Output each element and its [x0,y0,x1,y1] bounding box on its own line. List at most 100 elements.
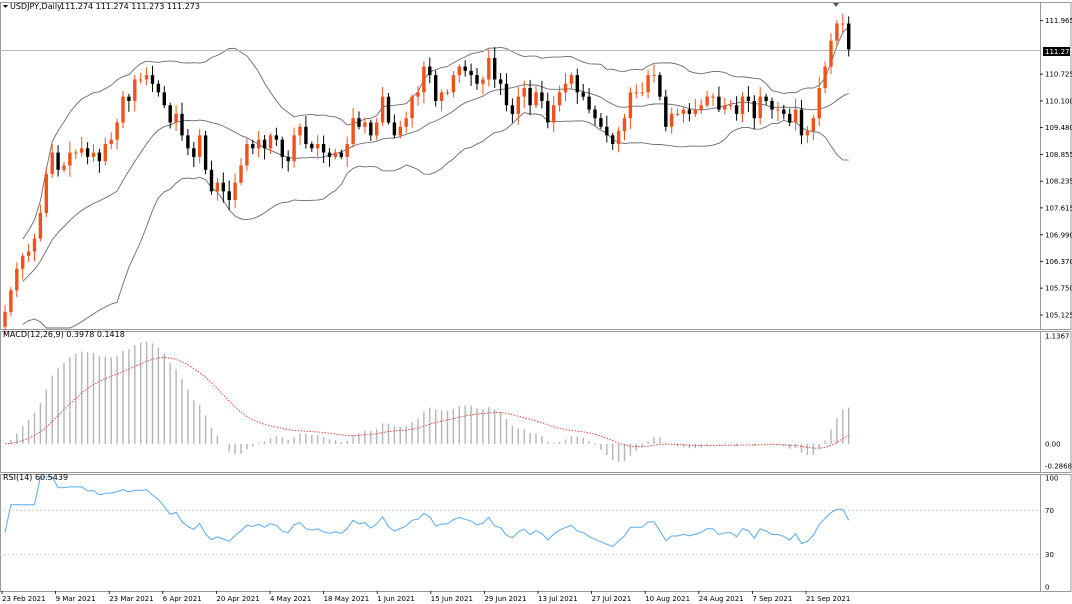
candle-body [605,126,609,136]
ohlc-values: 111.274 111.274 111.273 111.273 [60,2,200,11]
candle-body [729,105,733,107]
candle-body [811,118,815,132]
candle-body [298,126,302,136]
candle-body [776,109,780,111]
candle-body [268,135,273,149]
candle-body [799,109,804,136]
candle-body [764,96,768,101]
date-tick-label: 23 Mar 2021 [109,595,153,603]
candle-body [493,57,497,80]
candle-body [239,165,243,183]
candle-body [209,169,214,192]
rsi-title: RSI(14) 60.5439 [3,473,68,482]
candle-body [835,23,839,41]
price-tick-label: 105.750 [1045,285,1072,293]
candle-body [21,255,25,269]
rsi-line [4,476,850,548]
candle-body [463,66,467,71]
candle-body [227,191,231,200]
candle-body [404,118,408,127]
candle-body [723,105,727,110]
candle-body [752,100,756,119]
candle-body [823,66,827,89]
candle-body [410,96,414,119]
candle-body [192,148,196,157]
candle-body [575,75,579,93]
candle-body [203,135,208,170]
date-tick-label: 21 Sep 2021 [806,595,850,603]
candle-body [734,105,739,114]
candle-body [593,109,597,119]
candle-body [9,290,13,312]
rsi-tick-label: 0 [1045,584,1049,592]
candle-body [640,92,644,94]
candle-body [439,92,444,101]
candle-body [357,118,361,127]
candle-body [522,88,526,97]
panel-frame [0,2,1072,330]
bollinger-upper [22,26,850,240]
candle-body [817,88,821,119]
macd-tick-label: 1.1367 [1045,333,1070,341]
candle-body [26,251,31,256]
candle-body [451,75,456,93]
candle-body [304,126,308,144]
candle-body [670,113,674,127]
candle-body [50,152,54,175]
candle-body [487,57,491,80]
candle-body [286,156,290,162]
candle-body [746,96,751,101]
candle-body [552,105,556,123]
candle-body [139,79,143,81]
shift-marker-icon[interactable] [833,3,839,7]
candle-body [38,212,43,239]
candle-body [280,139,284,157]
candle-body [233,182,237,200]
candle-body [469,70,473,76]
candle-body [274,135,279,140]
candle-body [675,113,680,115]
date-tick-label: 4 May 2021 [270,595,311,603]
macd-title: MACD(12,26,9) 0.3978 0.1418 [3,330,125,339]
candle-body [711,96,715,98]
candle-body [457,66,461,76]
candle-body [109,139,113,144]
candle-body [398,126,402,136]
candle-body [681,109,686,114]
main-title: USDJPY,Daily [10,2,62,11]
price-axes: 111.965 110.725 110.100 109.480 108.855 108.2… [1040,17,1072,592]
candle-body [658,75,662,97]
candle-body [44,174,48,213]
candle-body [351,118,355,144]
macd-tick-label: -0.2868 [1045,463,1072,471]
candle-body [599,118,603,127]
candle-body [221,182,225,192]
date-tick-label: 1 Jun 2021 [377,595,415,603]
candle-body [345,143,349,157]
candle-body [841,23,845,25]
candle-body [569,75,574,84]
candle-body [121,96,125,123]
candle-body [805,131,810,136]
candle-body [310,143,314,149]
panel-frame [0,331,1072,473]
date-tick-label: 13 Jul 2021 [538,595,578,603]
candle-body [15,268,19,291]
candle-body [380,96,385,123]
candle-body [829,40,833,67]
candle-body [150,75,155,84]
current-price-tag [1043,47,1070,56]
candle-body [91,152,96,157]
price-tick-label: 110.725 [1045,71,1072,79]
bollinger-middle [22,84,849,283]
rsi-indicator [0,476,1040,556]
candle-body [622,118,627,132]
candle-body [699,105,703,110]
candle-body [528,88,532,106]
candle-body [646,75,650,93]
collapse-triangle-icon[interactable] [3,5,8,8]
candle-body [386,96,391,123]
macd-signal-line [4,357,849,449]
candle-body [144,75,149,80]
price-tick-label: 106.370 [1045,258,1072,266]
